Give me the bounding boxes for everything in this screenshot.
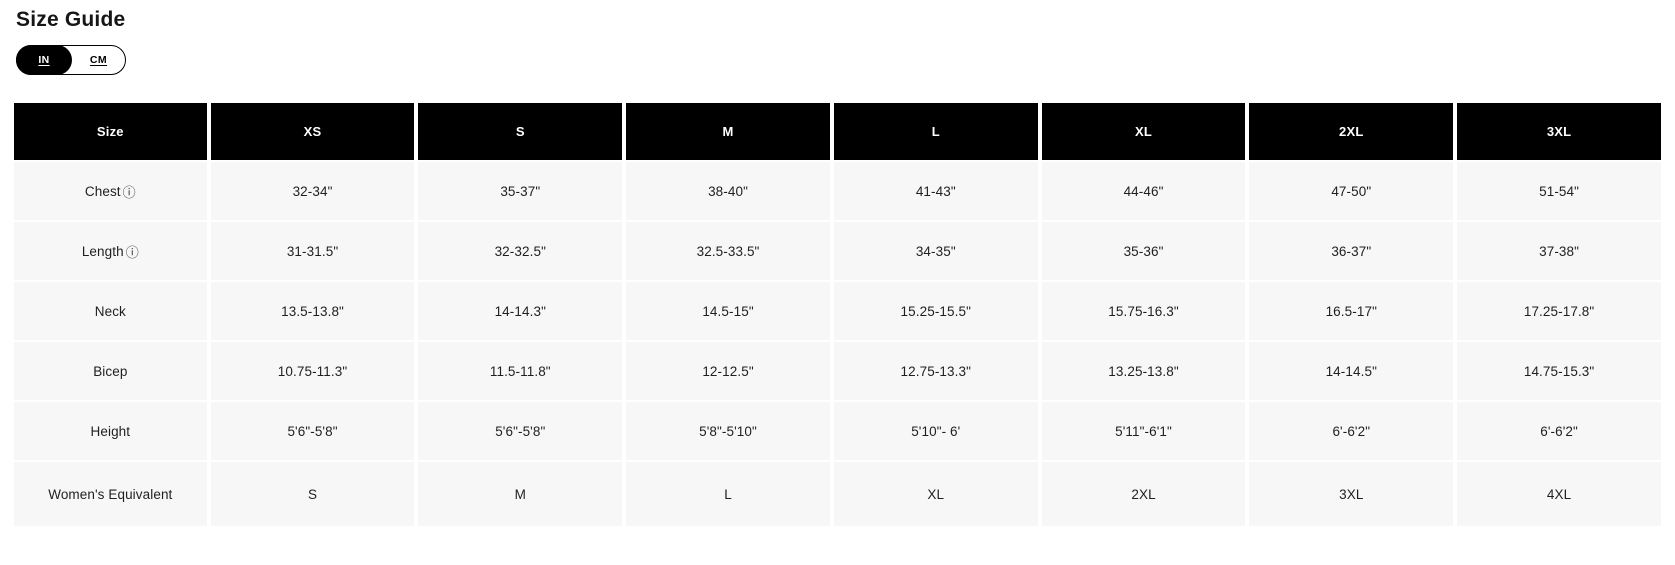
size-value-cell: M xyxy=(418,462,623,526)
size-value-cell: 6'-6'2" xyxy=(1249,402,1454,460)
table-row: Height 5'6"-5'8" 5'6"-5'8" 5'8"-5'10" 5'10"-… xyxy=(14,402,1661,460)
size-value-cell: 12.75-13.3" xyxy=(833,342,1038,400)
size-value-cell: 41-43" xyxy=(833,162,1038,220)
size-value-cell: 11.5-11.8" xyxy=(418,342,623,400)
page-title: Size Guide xyxy=(16,8,126,31)
row-label: Bicep xyxy=(93,363,128,379)
row-label-cell: Height xyxy=(14,402,207,460)
size-value-cell: 32-32.5" xyxy=(418,222,623,280)
size-value-cell: 16.5-17" xyxy=(1249,282,1454,340)
column-header-xl: XL xyxy=(1041,103,1246,160)
info-icon[interactable]: ⓘ xyxy=(122,184,136,200)
column-header-2xl: 2XL xyxy=(1249,103,1454,160)
size-value-cell: 13.25-13.8" xyxy=(1041,342,1246,400)
size-value-cell: 35-37" xyxy=(418,162,623,220)
size-value-cell: 17.25-17.8" xyxy=(1457,282,1661,340)
unit-toggle[interactable]: IN CM xyxy=(16,45,126,75)
size-value-cell: 14.75-15.3" xyxy=(1457,342,1661,400)
size-value-cell: 32.5-33.5" xyxy=(626,222,830,280)
row-label-cell: Bicep xyxy=(14,342,207,400)
column-header-xs: XS xyxy=(210,103,415,160)
size-value-cell: 10.75-11.3" xyxy=(210,342,415,400)
size-value-cell: 5'11"-6'1" xyxy=(1041,402,1246,460)
table-row: Women's Equivalent S M L XL 2XL 3XL 4XL xyxy=(14,462,1661,526)
size-value-cell: 37-38" xyxy=(1457,222,1661,280)
column-header-size: Size xyxy=(14,103,207,160)
size-value-cell: 14.5-15" xyxy=(626,282,830,340)
size-value-cell: 5'8"-5'10" xyxy=(626,402,830,460)
size-value-cell: 15.75-16.3" xyxy=(1041,282,1246,340)
size-value-cell: 14-14.5" xyxy=(1249,342,1454,400)
size-table-wrap: Size XS S M L XL 2XL 3XL Chest ⓘ 32-34" 35-37" 38-4… xyxy=(14,101,1661,528)
table-row: Neck 13.5-13.8" 14-14.3" 14.5-15" 15.25-15.5… xyxy=(14,282,1661,340)
column-header-s: S xyxy=(418,103,623,160)
column-header-3xl: 3XL xyxy=(1457,103,1661,160)
size-value-cell: 14-14.3" xyxy=(418,282,623,340)
size-value-cell: 6'-6'2" xyxy=(1457,402,1661,460)
size-value-cell: 15.25-15.5" xyxy=(833,282,1038,340)
size-value-cell: 5'10"- 6' xyxy=(833,402,1038,460)
column-header-m: M xyxy=(626,103,830,160)
row-label-cell: Women's Equivalent xyxy=(14,462,207,526)
size-value-cell: 12-12.5" xyxy=(626,342,830,400)
table-header-row: Size XS S M L XL 2XL 3XL xyxy=(14,103,1661,160)
size-value-cell: 51-54" xyxy=(1457,162,1661,220)
row-label-cell: Length ⓘ xyxy=(14,222,207,280)
size-value-cell: 32-34" xyxy=(210,162,415,220)
size-table: Size XS S M L XL 2XL 3XL Chest ⓘ 32-34" 35-37" 38-4… xyxy=(10,101,1665,528)
row-label: Length xyxy=(81,243,124,259)
size-value-cell: 38-40" xyxy=(626,162,830,220)
unit-toggle-in[interactable]: IN xyxy=(16,45,72,75)
row-label: Height xyxy=(90,423,131,439)
table-row: Bicep 10.75-11.3" 11.5-11.8" 12-12.5" 12.75-… xyxy=(14,342,1661,400)
row-label: Neck xyxy=(94,303,126,319)
size-value-cell: L xyxy=(626,462,830,526)
size-value-cell: 13.5-13.8" xyxy=(210,282,415,340)
size-value-cell: 31-31.5" xyxy=(210,222,415,280)
table-row: Length ⓘ 31-31.5" 32-32.5" 32.5-33.5" 34-35" 3… xyxy=(14,222,1661,280)
unit-toggle-cm[interactable]: CM xyxy=(89,54,108,66)
size-value-cell: 3XL xyxy=(1249,462,1454,526)
size-value-cell: 4XL xyxy=(1457,462,1661,526)
size-value-cell: 47-50" xyxy=(1249,162,1454,220)
size-value-cell: 35-36" xyxy=(1041,222,1246,280)
size-value-cell: 5'6"-5'8" xyxy=(418,402,623,460)
row-label: Women's Equivalent xyxy=(48,486,173,502)
size-value-cell: 36-37" xyxy=(1249,222,1454,280)
size-value-cell: S xyxy=(210,462,415,526)
info-icon[interactable]: ⓘ xyxy=(125,244,139,260)
size-value-cell: XL xyxy=(833,462,1038,526)
row-label-cell: Chest ⓘ xyxy=(14,162,207,220)
size-value-cell: 44-46" xyxy=(1041,162,1246,220)
table-row: Chest ⓘ 32-34" 35-37" 38-40" 41-43" 44-46" 47-5… xyxy=(14,162,1661,220)
size-value-cell: 2XL xyxy=(1041,462,1246,526)
size-value-cell: 5'6"-5'8" xyxy=(210,402,415,460)
size-value-cell: 34-35" xyxy=(833,222,1038,280)
size-guide-panel: Size Guide IN CM Size XS S M L XL 2XL 3XL Chest… xyxy=(14,8,1661,528)
row-label-cell: Neck xyxy=(14,282,207,340)
row-label: Chest xyxy=(84,183,121,199)
column-header-l: L xyxy=(833,103,1038,160)
